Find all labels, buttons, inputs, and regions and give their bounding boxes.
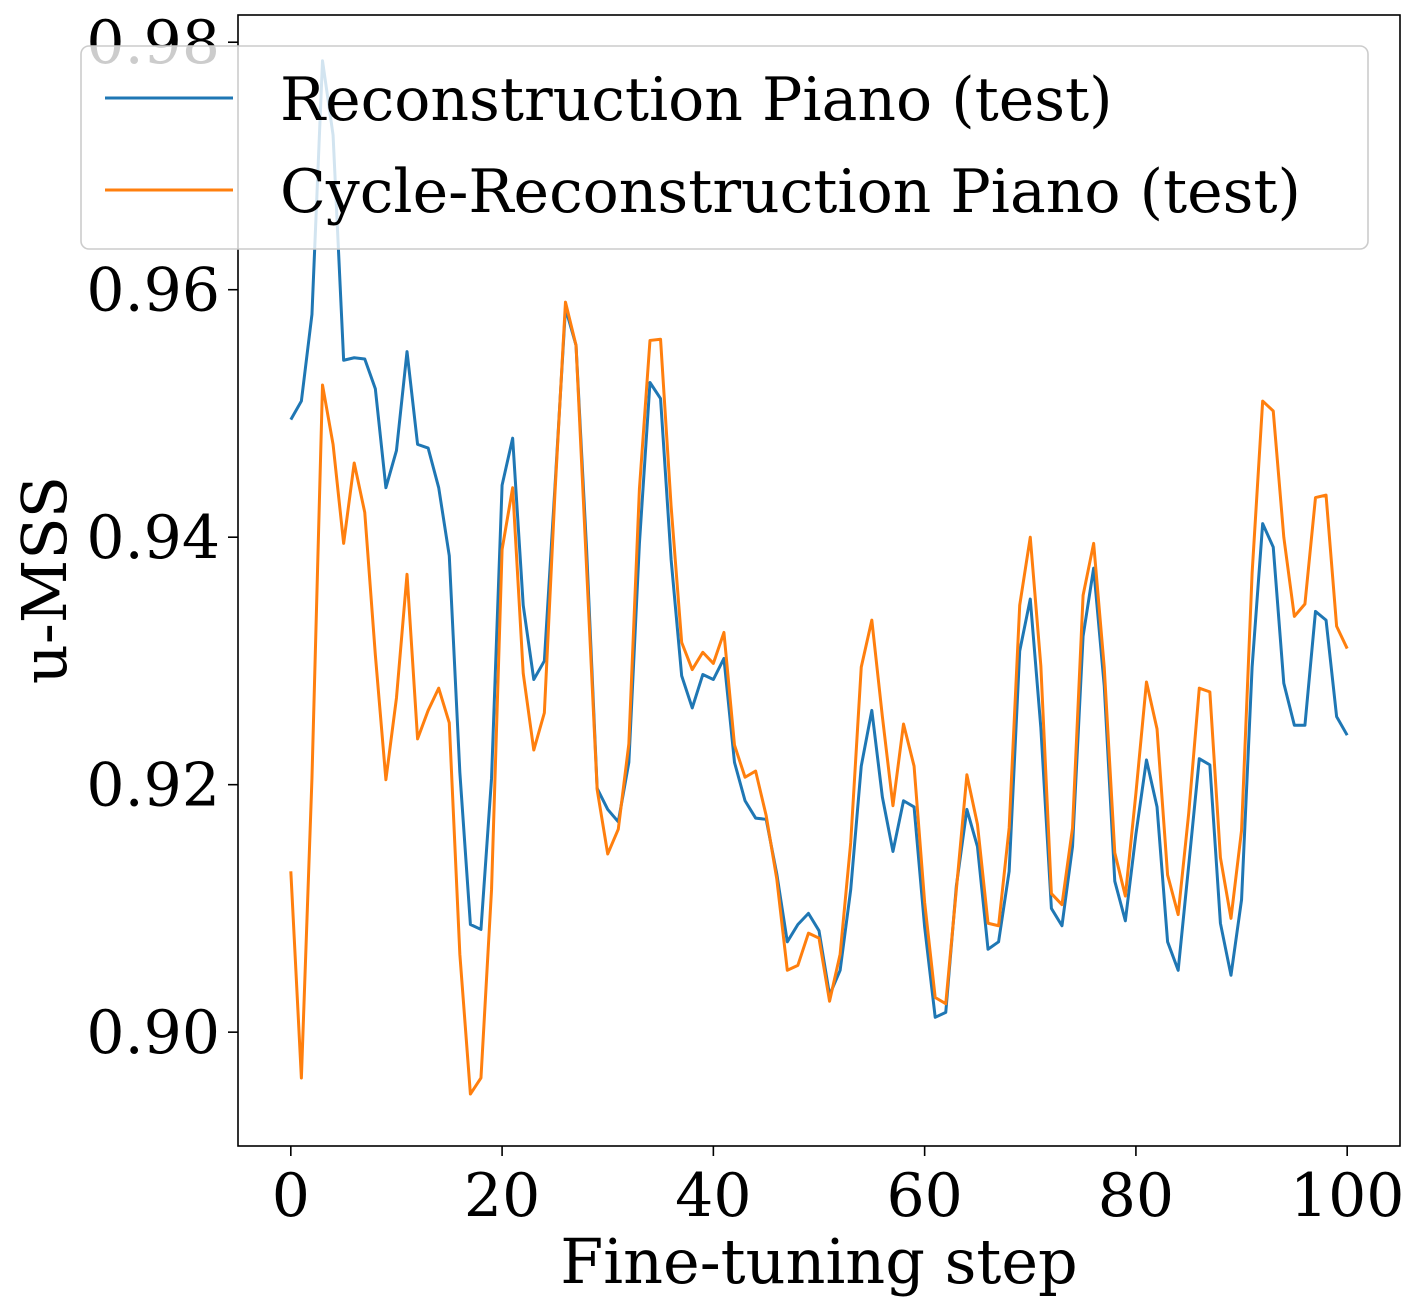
legend-label-reconstruction: Reconstruction Piano (test) bbox=[280, 65, 1113, 135]
y-tick-label: 0.94 bbox=[86, 503, 220, 573]
series-line-cycle-reconstruction bbox=[289, 300, 1349, 1096]
x-tick-label: 100 bbox=[1290, 1161, 1405, 1231]
series-line-reconstruction bbox=[289, 59, 1349, 1019]
y-tick-label: 0.92 bbox=[86, 751, 220, 821]
series-layer bbox=[289, 59, 1349, 1096]
x-tick-label: 20 bbox=[464, 1161, 540, 1231]
legend-box bbox=[80, 45, 1369, 250]
y-tick-label: 0.96 bbox=[86, 256, 220, 326]
legend: Reconstruction Piano (test) Cycle-Recons… bbox=[80, 45, 1369, 250]
x-tick-label: 0 bbox=[272, 1161, 310, 1231]
x-tick-label: 80 bbox=[1098, 1161, 1174, 1231]
legend-label-cycle-reconstruction: Cycle-Reconstruction Piano (test) bbox=[280, 157, 1301, 227]
y-axis-label: u-MSS bbox=[8, 476, 81, 684]
x-axis-label: Fine-tuning step bbox=[560, 1225, 1077, 1298]
x-tick-label: 60 bbox=[886, 1161, 962, 1231]
y-tick-label: 0.90 bbox=[86, 998, 220, 1068]
x-tick-label: 40 bbox=[675, 1161, 751, 1231]
plot-frame bbox=[237, 14, 1401, 1147]
